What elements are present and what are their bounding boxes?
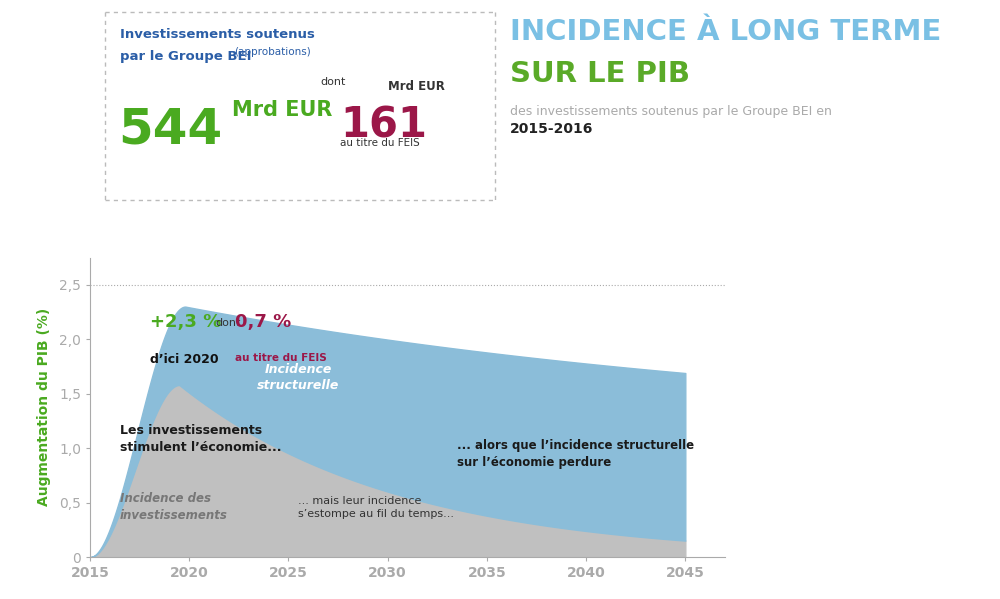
Text: SUR LE PIB: SUR LE PIB <box>510 60 690 88</box>
Text: +2,3 %: +2,3 % <box>150 313 221 331</box>
Text: ... mais leur incidence
s’estompe au fil du temps...: ... mais leur incidence s’estompe au fil… <box>298 496 454 519</box>
Text: Incidence des
investissements: Incidence des investissements <box>120 492 228 522</box>
Text: 544: 544 <box>118 105 222 153</box>
Text: des investissements soutenus par le Groupe BEI en: des investissements soutenus par le Grou… <box>510 105 832 118</box>
Text: 2015-2016: 2015-2016 <box>510 122 593 136</box>
Text: Mrd EUR: Mrd EUR <box>388 80 445 93</box>
Text: d’ici 2020: d’ici 2020 <box>150 353 218 367</box>
Text: au titre du FEIS: au titre du FEIS <box>235 353 327 364</box>
Text: dont: dont <box>215 318 240 328</box>
Text: (approbations): (approbations) <box>234 47 311 57</box>
Text: 161: 161 <box>340 105 427 147</box>
Text: par le Groupe BEI: par le Groupe BEI <box>120 50 252 63</box>
Text: au titre du FEIS: au titre du FEIS <box>340 138 420 148</box>
Text: INCIDENCE À LONG TERME: INCIDENCE À LONG TERME <box>510 18 941 46</box>
Text: dont: dont <box>320 77 345 87</box>
Text: Les investissements
stimulent l’économie...: Les investissements stimulent l’économie… <box>120 424 281 454</box>
Text: Mrd EUR: Mrd EUR <box>232 100 332 120</box>
Y-axis label: Augmentation du PIB (%): Augmentation du PIB (%) <box>37 308 51 506</box>
Text: ... alors que l’incidence structurelle
sur l’économie perdure: ... alors que l’incidence structurelle s… <box>457 440 694 470</box>
Text: Incidence
structurelle: Incidence structurelle <box>257 363 340 392</box>
Text: 0,7 %: 0,7 % <box>235 313 291 331</box>
Text: Investissements soutenus: Investissements soutenus <box>120 28 315 41</box>
